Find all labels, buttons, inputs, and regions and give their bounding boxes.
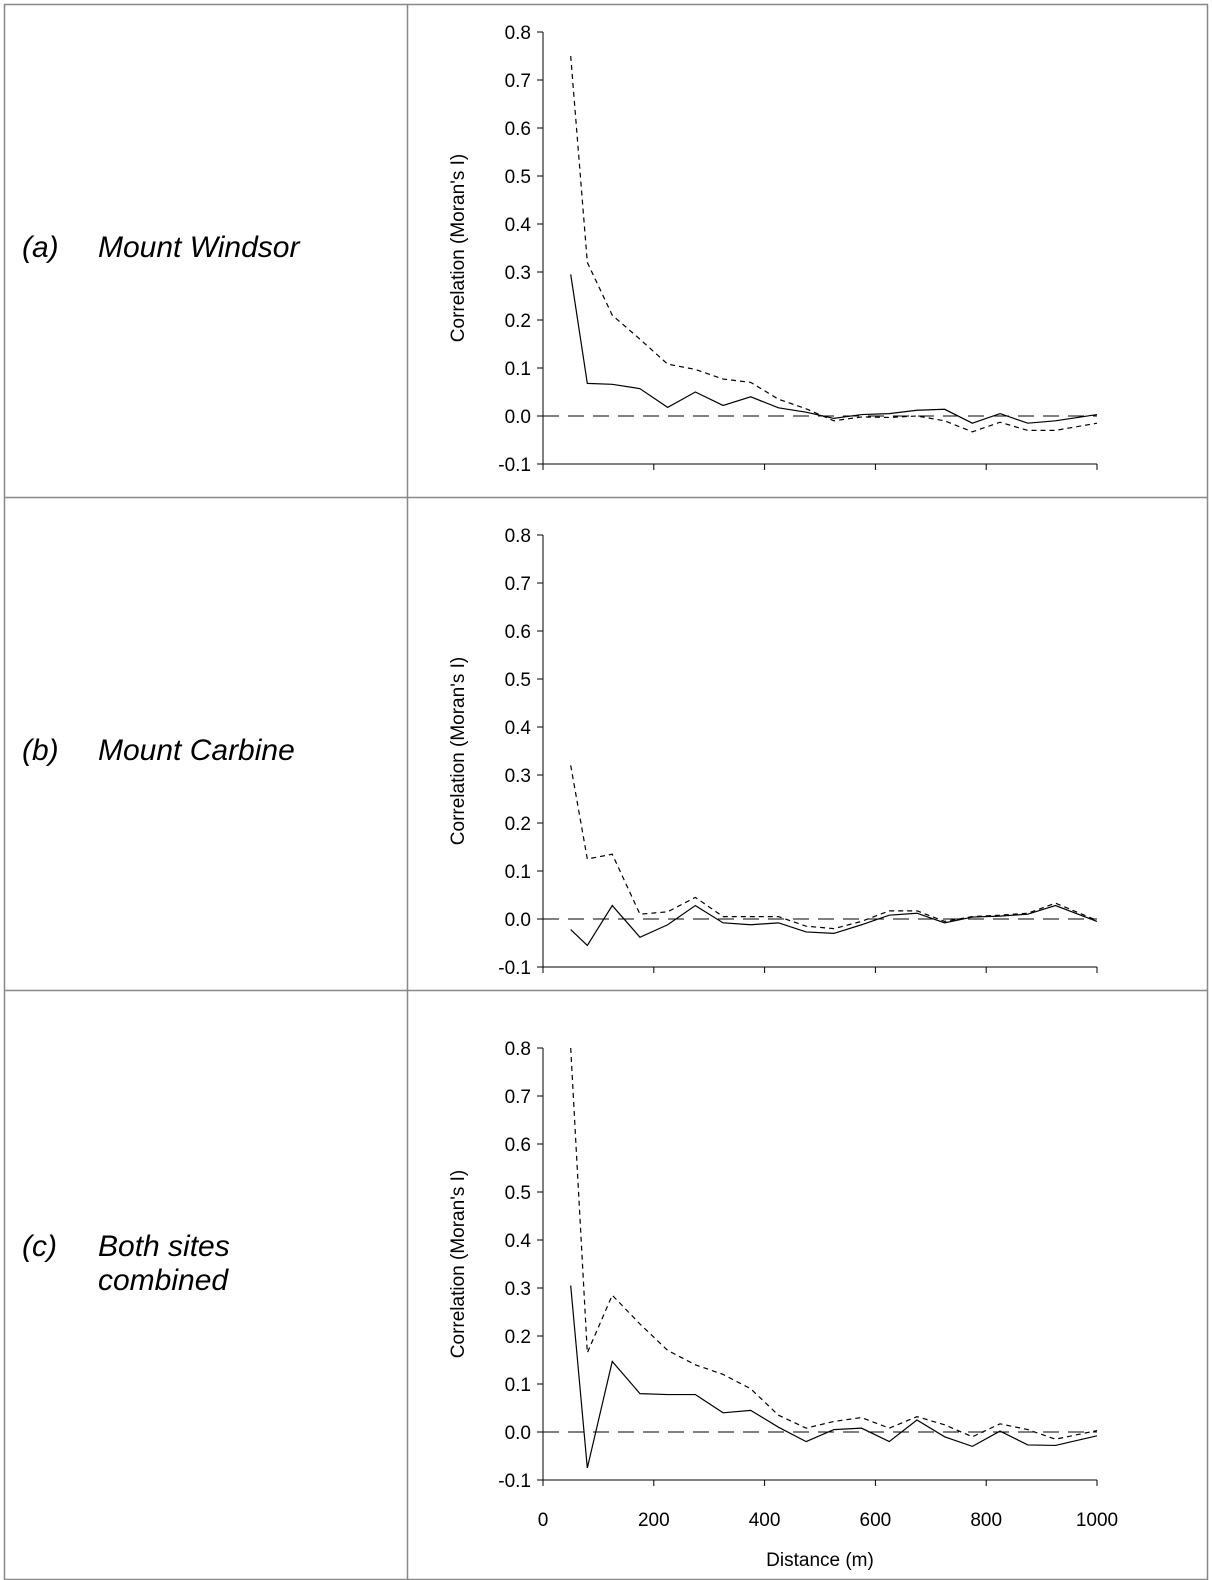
y-tick-label: 0.4 xyxy=(505,718,532,739)
y-tick-label: 0.7 xyxy=(505,71,531,92)
y-tick-label: 0.3 xyxy=(505,263,531,284)
y-tick-label: 0.5 xyxy=(505,670,531,691)
y-tick-label: 0.0 xyxy=(505,407,531,428)
panel-label: (a) Mount Windsor xyxy=(22,231,299,265)
y-tick-label: 0.2 xyxy=(505,311,531,332)
y-tick-label: 0.5 xyxy=(505,1183,531,1204)
x-tick-label: 200 xyxy=(638,1510,670,1531)
y-tick-label: 0.7 xyxy=(505,1087,531,1108)
panel-title: Mount Windsor xyxy=(98,231,300,264)
y-tick-label: 0.2 xyxy=(505,1327,531,1348)
y-tick-label: 0.2 xyxy=(505,814,531,835)
y-tick-label: 0.0 xyxy=(505,1423,531,1444)
y-tick-label: 0.3 xyxy=(505,1279,531,1300)
series-line xyxy=(570,765,1098,930)
y-tick-label: 0.1 xyxy=(505,1375,531,1396)
y-tick-label: 0.8 xyxy=(505,23,531,44)
y-tick-label: 0.7 xyxy=(505,574,531,595)
x-tick-label: 1000 xyxy=(1076,1510,1118,1531)
series-line xyxy=(570,1285,1098,1469)
panel-title: Both sites combined xyxy=(98,1230,230,1297)
y-tick-label: 0.4 xyxy=(505,1231,532,1252)
y-tick-label: 0.3 xyxy=(505,766,531,787)
x-axis-label: Distance (m) xyxy=(766,1550,874,1571)
y-axis-label: Correlation (Moran's I) xyxy=(448,154,469,342)
y-tick-label: 0.8 xyxy=(505,1039,531,1060)
y-axis-label: Correlation (Moran's I) xyxy=(448,657,469,845)
y-tick-label: 0.4 xyxy=(505,215,532,236)
y-tick-label: 0.0 xyxy=(505,910,531,931)
series-line xyxy=(570,55,1098,433)
x-tick-label: 800 xyxy=(970,1510,1002,1531)
panel-letter: (a) xyxy=(22,231,59,264)
panel-letter: (b) xyxy=(22,734,59,767)
y-tick-label: 0.5 xyxy=(505,167,531,188)
y-tick-label: -0.1 xyxy=(498,958,531,979)
y-axis-label: Correlation (Moran's I) xyxy=(448,1170,469,1358)
panel-letter: (c) xyxy=(22,1230,57,1263)
x-tick-label: 0 xyxy=(538,1510,549,1531)
x-tick-label: 600 xyxy=(860,1510,892,1531)
y-tick-label: -0.1 xyxy=(498,455,531,476)
y-tick-label: 0.1 xyxy=(505,359,531,380)
y-tick-label: 0.6 xyxy=(505,622,531,643)
panel-title: Mount Carbine xyxy=(98,734,295,767)
y-tick-label: 0.6 xyxy=(505,1135,531,1156)
series-line xyxy=(570,904,1098,947)
y-tick-label: 0.1 xyxy=(505,862,531,883)
y-tick-label: -0.1 xyxy=(498,1471,531,1492)
x-tick-label: 400 xyxy=(749,1510,781,1531)
series-line xyxy=(570,274,1098,424)
panel-label: (b) Mount Carbine xyxy=(22,734,295,768)
panel-label: (c) Both sites combined xyxy=(22,1230,278,1298)
y-tick-label: 0.6 xyxy=(505,119,531,140)
y-tick-label: 0.8 xyxy=(505,526,531,547)
series-line xyxy=(570,1047,1098,1440)
